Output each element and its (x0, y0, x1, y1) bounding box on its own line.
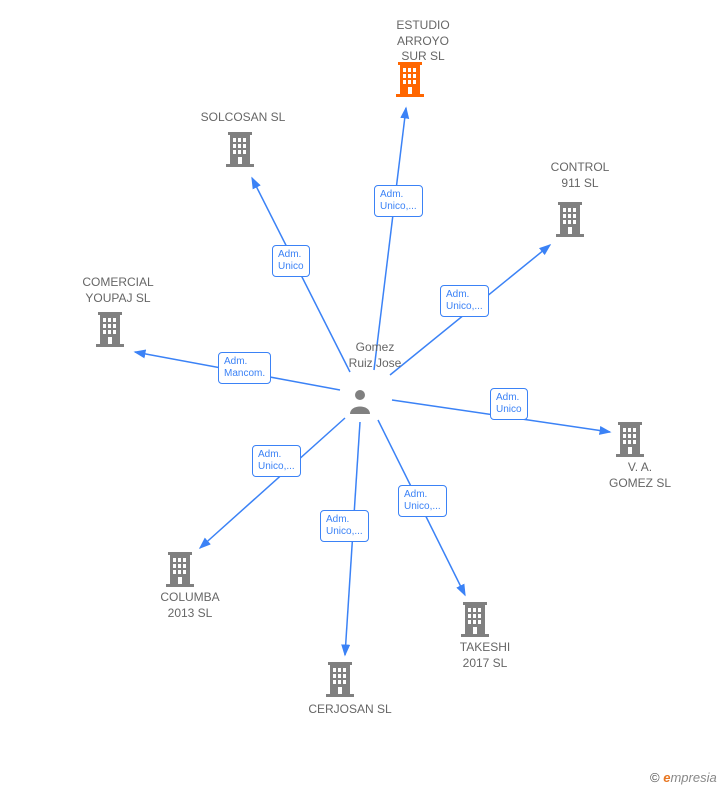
edge-label: Adm. Unico (272, 245, 310, 277)
person-icon[interactable] (350, 390, 370, 414)
diagram-svg (0, 0, 728, 795)
company-label: V. A. GOMEZ SL (600, 460, 680, 491)
building-icon[interactable] (461, 602, 489, 637)
edge-label: Adm. Unico,... (440, 285, 489, 317)
building-icon[interactable] (616, 422, 644, 457)
edge-label: Adm. Unico,... (398, 485, 447, 517)
building-icon[interactable] (226, 132, 254, 167)
building-icon[interactable] (396, 62, 424, 97)
edge-label: Adm. Unico (490, 388, 528, 420)
brand-rest: mpresia (670, 770, 716, 785)
company-label: COMERCIAL YOUPAJ SL (68, 275, 168, 306)
edge-label: Adm. Unico,... (252, 445, 301, 477)
edge-label: Adm. Unico,... (374, 185, 423, 217)
building-icon[interactable] (96, 312, 124, 347)
building-icon[interactable] (326, 662, 354, 697)
company-label: SOLCOSAN SL (188, 110, 298, 126)
edge-label: Adm. Mancom. (218, 352, 271, 384)
building-icon[interactable] (556, 202, 584, 237)
copyright: © empresia (650, 770, 717, 785)
company-label: CERJOSAN SL (295, 702, 405, 718)
building-icon[interactable] (166, 552, 194, 587)
edge-line (374, 108, 406, 370)
company-label: COLUMBA 2013 SL (150, 590, 230, 621)
person-label: Gomez Ruiz Jose (335, 340, 415, 371)
company-label: ESTUDIO ARROYO SUR SL (378, 18, 468, 65)
copyright-symbol: © (650, 770, 660, 785)
edge-label: Adm. Unico,... (320, 510, 369, 542)
company-label: CONTROL 911 SL (540, 160, 620, 191)
company-label: TAKESHI 2017 SL (445, 640, 525, 671)
